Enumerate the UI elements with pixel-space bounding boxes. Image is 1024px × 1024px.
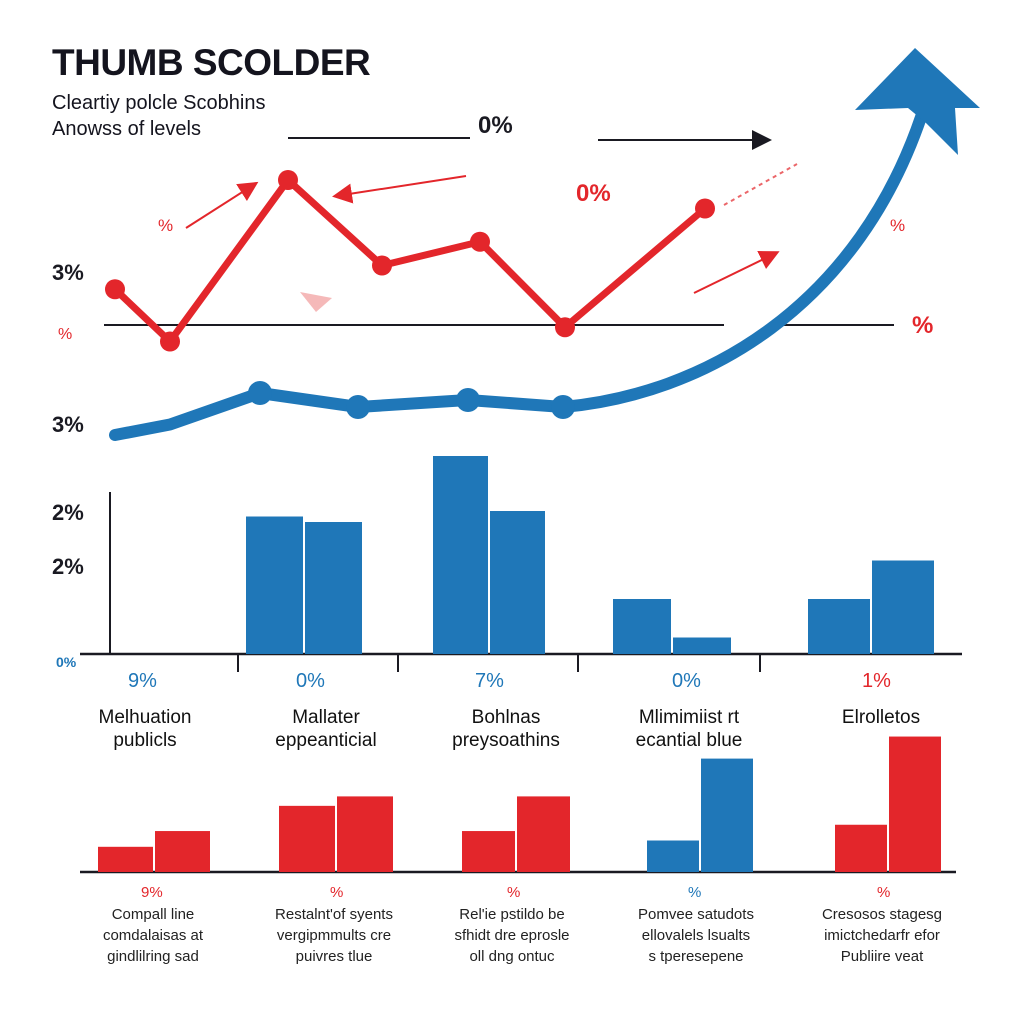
bottom-bar-1-1 xyxy=(337,796,393,872)
bottom-category-label-4: Cresosos stagesg imictchedarfr efor Publ… xyxy=(821,906,943,965)
bottom-category-label-1: Restalnt'of syents vergipmmults cre puiv… xyxy=(275,906,393,965)
blue-point-4 xyxy=(456,388,480,412)
red-bar-chart xyxy=(80,736,956,874)
bar-y-label-0: 0% xyxy=(56,654,77,670)
blue-bar-3-0 xyxy=(613,599,671,654)
series-line-blue xyxy=(109,99,931,441)
bar-value-label-2: 7% xyxy=(475,670,504,692)
bottom-bar-0-0 xyxy=(98,846,153,872)
red-point-6 xyxy=(695,198,715,219)
bottom-bar-3-0 xyxy=(647,840,699,872)
bottom-bar-1-0 xyxy=(279,805,335,872)
bottom-value-label-1: % xyxy=(330,884,344,901)
bottom-value-label-2: % xyxy=(507,884,521,901)
blue-bar-1-1 xyxy=(305,522,362,654)
red-arrow-1 xyxy=(185,181,259,229)
red-arrow-3 xyxy=(693,251,780,294)
blue-bar-4-0 xyxy=(808,599,870,654)
page-title: THUMB SCOLDER xyxy=(52,42,371,83)
bottom-value-label-3: % xyxy=(688,884,702,901)
red-point-3 xyxy=(372,255,392,276)
red-mid-label: 0% xyxy=(576,180,611,207)
subtitle-line-1: Cleartiy polcle Scobhins xyxy=(52,92,266,114)
bottom-category-label-0: Compall line comdalaisas at gindlilring … xyxy=(102,906,204,965)
bar-value-label-0: 9% xyxy=(128,670,157,692)
red-point-4 xyxy=(470,231,490,252)
line-chart xyxy=(105,48,980,441)
bar-value-label-3: 0% xyxy=(672,670,701,692)
line-decorations xyxy=(104,130,894,326)
blue-bar-2-1 xyxy=(490,511,545,654)
category-label-3: Mlimimiist rt ecantial blue xyxy=(635,707,743,751)
left-3-label-b: 3% xyxy=(52,412,84,437)
blue-bar-1-0 xyxy=(246,516,303,654)
bar-y-label-1: 2% xyxy=(52,500,84,525)
blue-arrowhead xyxy=(855,48,980,155)
blue-bar-3-1 xyxy=(673,637,731,654)
subtitle-line-2: Anowss of levels xyxy=(52,118,201,140)
category-label-0: Melhuation publicls xyxy=(98,707,192,751)
blue-bar-4-1 xyxy=(872,560,934,654)
right-mid-label: % xyxy=(912,312,934,339)
bar-y-label-2: 2% xyxy=(52,554,84,579)
bottom-category-label-2: Rel'ie pstildo be sfhidt dre eprosle oll… xyxy=(454,906,570,965)
bottom-bar-2-0 xyxy=(462,831,515,872)
red-point-2 xyxy=(278,170,298,190)
red-point-5 xyxy=(555,317,575,338)
bottom-value-label-4: % xyxy=(877,884,891,901)
bottom-category-label-3: Pomvee satudots ellovalels lsualts s tpe… xyxy=(638,906,754,965)
top-center-label: 0% xyxy=(478,112,513,139)
pink-arrowhead xyxy=(300,292,332,312)
left-red-label: % xyxy=(58,326,73,343)
bottom-bar-2-1 xyxy=(517,796,570,872)
bottom-value-label-0: 9% xyxy=(141,884,163,901)
bottom-bar-0-1 xyxy=(155,831,210,872)
blue-bar-chart xyxy=(80,456,962,672)
red-point-0 xyxy=(105,279,125,300)
category-label-1: Mallater eppeanticial xyxy=(275,707,377,751)
bottom-bar-4-1 xyxy=(889,736,941,872)
left-3-label-a: 3% xyxy=(52,260,84,285)
blue-bar-2-0 xyxy=(433,456,488,654)
right-upper-label: % xyxy=(890,216,906,235)
blue-point-2 xyxy=(248,381,272,405)
category-label-4: Elrolletos xyxy=(841,707,921,728)
category-label-2: Bohlnas preysoathins xyxy=(452,707,560,751)
left-small-label: % xyxy=(158,216,174,235)
series-line-red xyxy=(111,176,709,345)
red-arrow-2 xyxy=(332,175,467,204)
blue-point-5 xyxy=(551,395,575,419)
bar-value-label-1: 0% xyxy=(296,670,325,692)
bar-value-label-4: 1% xyxy=(862,670,891,692)
bottom-bar-4-0 xyxy=(835,824,887,872)
red-dash xyxy=(723,163,798,206)
bottom-bar-3-1 xyxy=(701,758,753,872)
blue-point-3 xyxy=(346,395,370,419)
red-point-1 xyxy=(160,331,180,352)
